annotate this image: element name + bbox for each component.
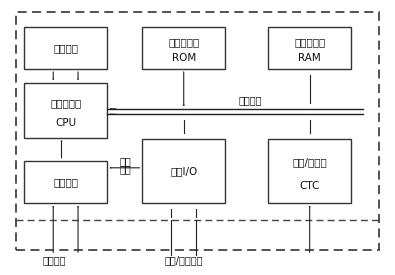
Text: 时钟电路: 时钟电路 <box>53 43 78 53</box>
Text: 内部: 内部 <box>120 156 132 166</box>
Text: 数据存储器: 数据存储器 <box>294 37 325 47</box>
Bar <box>268 27 351 69</box>
Text: CPU: CPU <box>55 118 76 128</box>
Text: 内部总线: 内部总线 <box>239 95 262 105</box>
Bar <box>17 12 378 250</box>
Bar <box>142 27 225 69</box>
Text: CTC: CTC <box>299 181 320 191</box>
Text: 外部中断: 外部中断 <box>42 256 66 266</box>
Bar <box>24 83 107 138</box>
Text: 各种I/O: 各种I/O <box>170 166 198 176</box>
Text: 定时/计数器: 定时/计数器 <box>292 158 327 168</box>
Text: RAM: RAM <box>298 53 321 63</box>
Text: 中断系统: 中断系统 <box>53 177 78 187</box>
Bar <box>268 139 351 203</box>
Bar <box>24 27 107 69</box>
Bar <box>142 139 225 203</box>
Text: ROM: ROM <box>171 53 196 63</box>
Bar <box>24 161 107 203</box>
Text: 输入/输出设备: 输入/输出设备 <box>164 256 203 266</box>
Text: 程序存储器: 程序存储器 <box>168 37 199 47</box>
Text: 中央处理器: 中央处理器 <box>50 98 81 108</box>
Text: 中断: 中断 <box>120 164 132 174</box>
